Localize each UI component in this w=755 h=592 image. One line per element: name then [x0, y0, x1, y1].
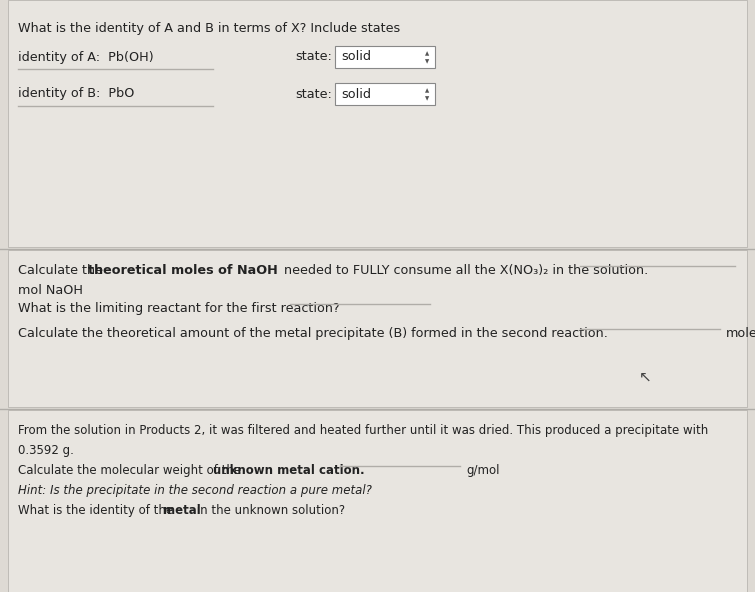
- Text: solid: solid: [341, 88, 371, 101]
- Text: Calculate the theoretical amount of the metal precipitate (B) formed in the seco: Calculate the theoretical amount of the …: [18, 327, 608, 340]
- Text: 0.3592 g.: 0.3592 g.: [18, 444, 74, 457]
- Text: state:: state:: [295, 50, 332, 63]
- Text: identity of B:  PbO: identity of B: PbO: [18, 88, 134, 101]
- Text: From the solution in Products 2, it was filtered and heated further until it was: From the solution in Products 2, it was …: [18, 424, 708, 437]
- Text: Calculate the molecular weight of the: Calculate the molecular weight of the: [18, 464, 245, 477]
- Text: ▼: ▼: [425, 96, 429, 101]
- Text: needed to FULLY consume all the X(NO₃)₂ in the solution.: needed to FULLY consume all the X(NO₃)₂ …: [280, 264, 649, 277]
- Text: What is the limiting reactant for the first reaction?: What is the limiting reactant for the fi…: [18, 302, 340, 315]
- Text: What is the identity of the: What is the identity of the: [18, 504, 177, 517]
- Bar: [8, 250, 747, 407]
- Text: g/mol: g/mol: [466, 464, 500, 477]
- Text: ▲: ▲: [425, 51, 429, 56]
- Text: state:: state:: [295, 88, 332, 101]
- Text: What is the identity of A and B in terms of X? Include states: What is the identity of A and B in terms…: [18, 22, 400, 35]
- Text: moles: moles: [726, 327, 755, 340]
- Bar: [335, 83, 435, 105]
- Text: ▼: ▼: [425, 59, 429, 64]
- Text: solid: solid: [341, 50, 371, 63]
- Text: Hint: Is the precipitate in the second reaction a pure metal?: Hint: Is the precipitate in the second r…: [18, 484, 372, 497]
- Text: unknown metal cation.: unknown metal cation.: [213, 464, 365, 477]
- Text: ▲: ▲: [425, 88, 429, 93]
- Text: ↖: ↖: [639, 369, 652, 384]
- Text: identity of A:  Pb(OH): identity of A: Pb(OH): [18, 50, 153, 63]
- Text: mol NaOH: mol NaOH: [18, 284, 83, 297]
- Bar: [8, 0, 747, 247]
- Text: in the unknown solution?: in the unknown solution?: [193, 504, 345, 517]
- Text: theoretical moles of NaOH: theoretical moles of NaOH: [88, 264, 278, 277]
- Text: metal: metal: [163, 504, 201, 517]
- Text: Calculate the: Calculate the: [18, 264, 107, 277]
- Bar: [335, 46, 435, 68]
- Bar: [8, 410, 747, 592]
